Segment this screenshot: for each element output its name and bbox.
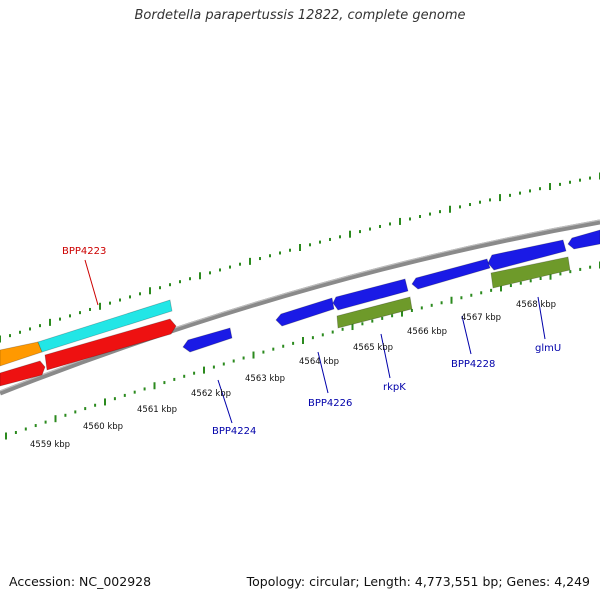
kbp-label: 4564 kbp	[299, 357, 339, 367]
gene-label-bpp4228[interactable]: BPP4228	[451, 359, 495, 370]
kbp-label: 4565 kbp	[353, 343, 393, 353]
feature-track	[0, 229, 600, 387]
feature-blue-bpp4226b[interactable]	[332, 278, 409, 311]
feature-red-upper[interactable]	[0, 360, 46, 387]
outer-tick-ring	[0, 172, 600, 343]
gene-label-glmu[interactable]: glmU	[535, 343, 561, 354]
leader-line	[461, 315, 472, 355]
feature-blue-next[interactable]	[567, 229, 600, 250]
feature-olive-rkpk[interactable]	[336, 296, 413, 329]
feature-blue-bpp4228a[interactable]	[411, 258, 491, 290]
kbp-label: 4561 kbp	[137, 405, 177, 415]
inner-tick-ring	[5, 261, 600, 440]
leader-line	[84, 259, 99, 306]
leader-line	[537, 296, 546, 340]
genome-summary-text: Topology: circular; Length: 4,773,551 bp…	[246, 574, 590, 589]
kbp-label: 4568 kbp	[516, 300, 556, 310]
leader-line	[217, 379, 233, 424]
leader-line	[380, 333, 391, 379]
map-title: Bordetella parapertussis 12822, complete…	[134, 8, 466, 23]
kbp-label: 4559 kbp	[30, 440, 70, 450]
feature-red-lower[interactable]	[44, 318, 177, 371]
kbp-label: 4560 kbp	[83, 422, 123, 432]
feature-blue-bpp4224[interactable]	[182, 327, 233, 353]
kbp-label: 4567 kbp	[461, 313, 501, 323]
feature-olive-glmu[interactable]	[490, 256, 571, 289]
feature-blue-bpp4226a[interactable]	[275, 297, 335, 327]
gene-label-bpp4223[interactable]: BPP4223	[62, 246, 106, 257]
kbp-label: 4566 kbp	[407, 327, 447, 337]
label-leaders	[84, 259, 546, 424]
gene-label-bpp4224[interactable]: BPP4224	[212, 426, 256, 437]
accession-text: Accession: NC_002928	[9, 574, 152, 589]
gene-label-bpp4226[interactable]: BPP4226	[308, 398, 352, 409]
feature-cyan[interactable]	[37, 299, 173, 353]
kbp-label-group: 4559 kbp 4560 kbp 4561 kbp 4562 kbp 4563 kbp…	[30, 300, 556, 450]
leader-line	[317, 351, 329, 394]
gene-label-rkpk[interactable]: rkpK	[383, 382, 406, 393]
kbp-label: 4562 kbp	[191, 389, 231, 399]
gene-label-group: BPP4223 BPP4224 BPP4226 rkpK BPP4228 glmU	[62, 246, 561, 437]
feature-blue-bpp4228b[interactable]	[487, 239, 567, 271]
kbp-label: 4563 kbp	[245, 374, 285, 384]
